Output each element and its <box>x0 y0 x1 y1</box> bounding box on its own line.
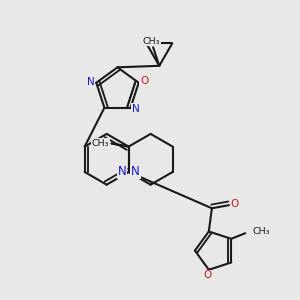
Text: N: N <box>118 166 126 178</box>
Text: N: N <box>131 166 140 178</box>
Text: N: N <box>132 103 140 114</box>
Text: CH₃: CH₃ <box>92 139 109 148</box>
Text: CH₃: CH₃ <box>92 139 109 148</box>
Text: O: O <box>140 76 148 86</box>
Text: CH₃: CH₃ <box>252 227 269 236</box>
Text: O: O <box>203 270 212 280</box>
Text: O: O <box>230 199 238 209</box>
Text: CH₃: CH₃ <box>143 37 160 46</box>
Text: N: N <box>87 77 94 87</box>
